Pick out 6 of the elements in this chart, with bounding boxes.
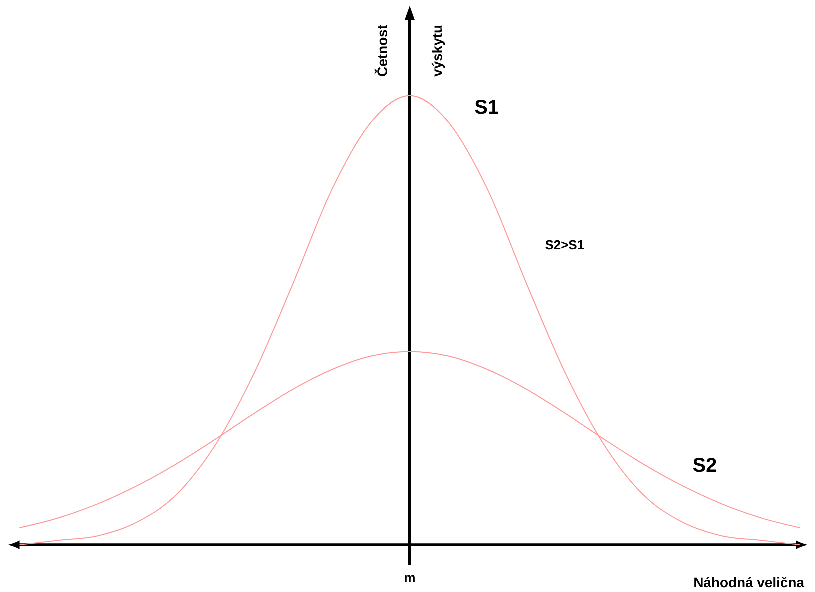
text: Četnost výskytu [374, 25, 446, 77]
series-label: S2 [693, 458, 716, 472]
annotation: S2>S1 [546, 240, 584, 250]
series-label: S1 [475, 100, 498, 114]
text: m [405, 575, 415, 582]
x-axis-title: Náhodná velična [694, 577, 805, 588]
